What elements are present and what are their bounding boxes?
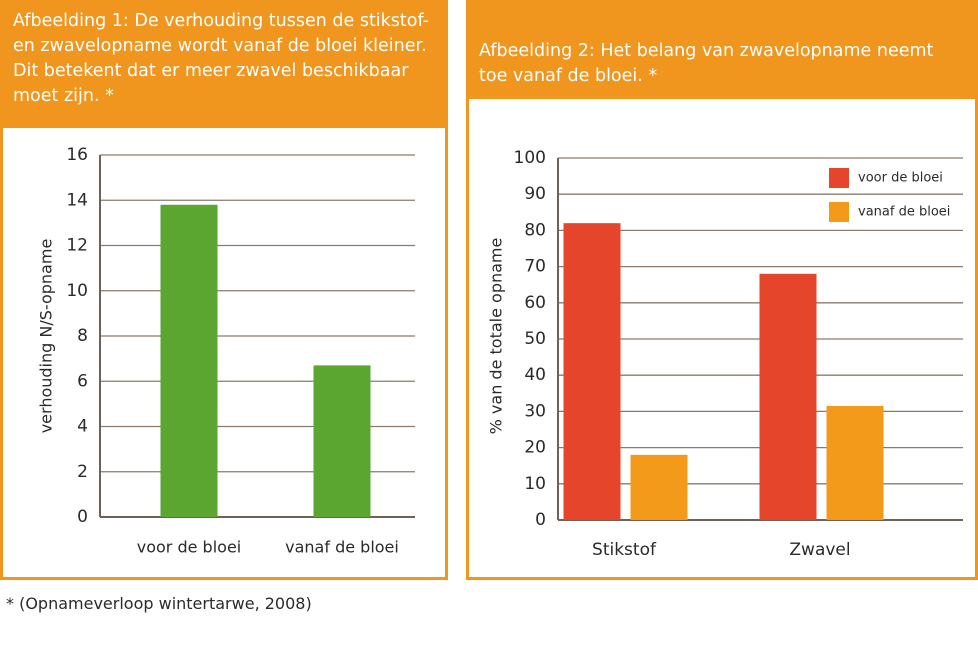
y-tick-label: 0 bbox=[77, 507, 88, 527]
y-tick-label: 6 bbox=[77, 371, 88, 391]
footnote: * (Opnameverloop wintertarwe, 2008) bbox=[6, 594, 312, 613]
y-tick-label: 10 bbox=[66, 281, 88, 301]
figure-2-title: Afbeelding 2: Het belang van zwavelopnam… bbox=[469, 3, 975, 99]
x-tick-label: voor de bloei bbox=[137, 538, 241, 557]
y-tick-label: 8 bbox=[77, 326, 88, 346]
chart-2: 0 10 20 30 40 50 60 70 80 90 100 Stikstof Zwavel % va… bbox=[487, 148, 963, 560]
y-tick-label: 12 bbox=[66, 236, 88, 256]
bar bbox=[563, 223, 621, 520]
y-tick-label: 10 bbox=[524, 474, 546, 494]
y-tick-label: 2 bbox=[77, 462, 88, 482]
y-tick-label: 20 bbox=[524, 438, 546, 458]
y-tick-label: 100 bbox=[514, 148, 546, 168]
bar bbox=[313, 365, 371, 517]
x-tick-label: vanaf de bloei bbox=[285, 538, 399, 557]
y-tick-label: 30 bbox=[524, 401, 546, 421]
figure-1-title: Afbeelding 1: De verhouding tussen de st… bbox=[3, 3, 445, 128]
y-tick-label: 4 bbox=[77, 417, 88, 437]
legend-label: voor de bloei bbox=[858, 171, 943, 186]
bar bbox=[630, 454, 688, 520]
y-tick-label: 50 bbox=[524, 329, 546, 349]
y-tick-label: 14 bbox=[66, 190, 88, 210]
y-tick-label: 80 bbox=[524, 220, 546, 240]
y-tick-label: 70 bbox=[524, 257, 546, 277]
chart-1: 0 2 4 6 8 10 12 14 16 voor de bloei vanaf de bloei… bbox=[37, 145, 415, 557]
bar bbox=[759, 273, 817, 520]
y-tick-label: 90 bbox=[524, 184, 546, 204]
bar bbox=[160, 204, 218, 517]
y-tick-label: 40 bbox=[524, 365, 546, 385]
figure-2-panel: Afbeelding 2: Het belang van zwavelopnam… bbox=[466, 0, 978, 580]
bar bbox=[826, 405, 884, 520]
y-axis-label: % van de totale opname bbox=[487, 238, 506, 435]
legend-swatch bbox=[829, 168, 849, 188]
x-tick-label: Stikstof bbox=[592, 540, 657, 560]
y-axis-label: verhouding N/S-opname bbox=[37, 239, 56, 434]
legend-label: vanaf de bloei bbox=[858, 205, 950, 220]
y-tick-label: 16 bbox=[66, 145, 88, 165]
figure-1-panel: Afbeelding 1: De verhouding tussen de st… bbox=[0, 0, 448, 580]
legend-swatch bbox=[829, 202, 849, 222]
y-tick-label: 60 bbox=[524, 293, 546, 313]
y-tick-label: 0 bbox=[535, 510, 546, 530]
x-tick-label: Zwavel bbox=[789, 540, 850, 560]
